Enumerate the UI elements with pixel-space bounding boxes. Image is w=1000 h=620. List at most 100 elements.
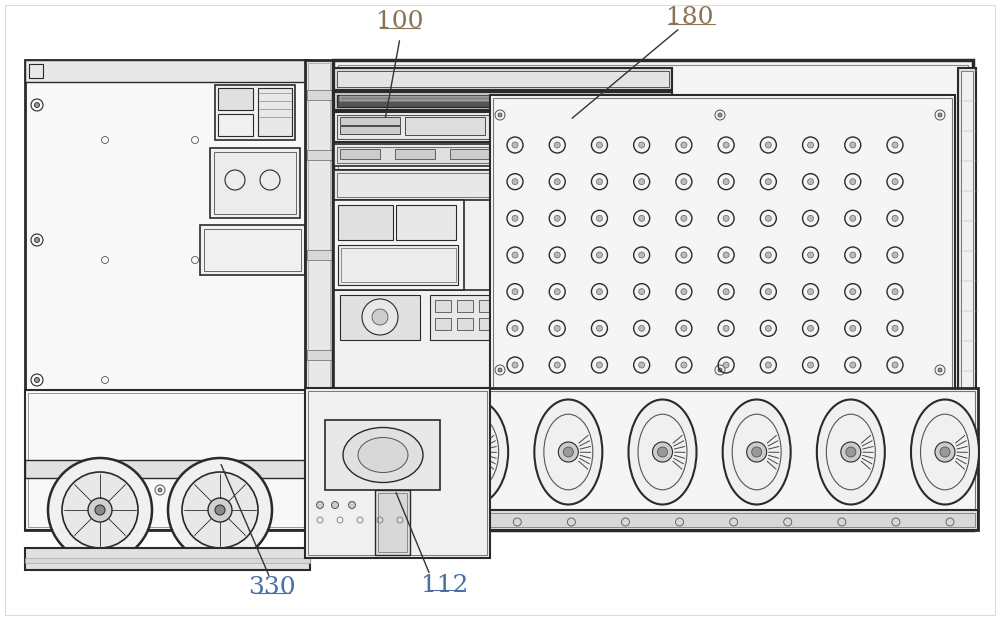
Circle shape: [892, 289, 898, 294]
Circle shape: [940, 447, 950, 457]
Circle shape: [554, 179, 560, 185]
Bar: [258, 88, 292, 136]
Bar: [337, 115, 617, 139]
Ellipse shape: [440, 399, 508, 505]
Circle shape: [95, 505, 105, 515]
Ellipse shape: [343, 428, 423, 482]
Circle shape: [554, 289, 560, 294]
Circle shape: [639, 215, 645, 221]
Bar: [333, 510, 978, 530]
Bar: [334, 144, 672, 166]
Circle shape: [765, 215, 771, 221]
Bar: [28, 393, 307, 527]
Bar: [25, 60, 310, 530]
Bar: [493, 98, 952, 392]
Circle shape: [892, 215, 898, 221]
Circle shape: [512, 289, 518, 294]
Circle shape: [639, 326, 645, 331]
Ellipse shape: [358, 438, 408, 472]
Bar: [25, 60, 310, 82]
Bar: [479, 300, 495, 312]
Circle shape: [512, 252, 518, 258]
Bar: [457, 300, 473, 312]
Text: 100: 100: [376, 11, 424, 33]
Circle shape: [723, 215, 729, 221]
Circle shape: [808, 289, 814, 294]
Circle shape: [658, 447, 668, 457]
Circle shape: [62, 472, 138, 548]
Bar: [337, 95, 669, 107]
Bar: [29, 64, 43, 78]
Circle shape: [639, 362, 645, 368]
Circle shape: [596, 215, 602, 221]
Circle shape: [892, 362, 898, 368]
Circle shape: [765, 142, 771, 148]
Circle shape: [850, 142, 856, 148]
Bar: [334, 170, 672, 200]
Circle shape: [681, 289, 687, 294]
Circle shape: [554, 362, 560, 368]
Bar: [307, 90, 333, 100]
Bar: [336, 513, 975, 527]
Circle shape: [892, 326, 898, 331]
Bar: [958, 68, 976, 530]
Bar: [334, 290, 674, 390]
Ellipse shape: [723, 399, 791, 505]
Circle shape: [596, 289, 602, 294]
Circle shape: [563, 447, 573, 457]
Circle shape: [512, 142, 518, 148]
Ellipse shape: [346, 399, 414, 505]
Circle shape: [723, 252, 729, 258]
Circle shape: [498, 368, 502, 372]
Circle shape: [850, 252, 856, 258]
Circle shape: [846, 447, 856, 457]
Circle shape: [512, 362, 518, 368]
Circle shape: [723, 289, 729, 294]
Bar: [338, 65, 968, 525]
Circle shape: [554, 142, 560, 148]
Ellipse shape: [911, 399, 979, 505]
Circle shape: [512, 326, 518, 331]
Circle shape: [375, 447, 385, 457]
Bar: [337, 71, 669, 87]
Bar: [337, 173, 669, 197]
Bar: [25, 548, 310, 570]
Circle shape: [681, 252, 687, 258]
Bar: [218, 88, 253, 110]
Circle shape: [372, 309, 388, 325]
Bar: [307, 250, 333, 260]
Circle shape: [747, 442, 767, 462]
Bar: [218, 114, 253, 136]
Bar: [337, 147, 669, 163]
Circle shape: [34, 378, 40, 383]
Circle shape: [362, 299, 398, 335]
Circle shape: [88, 498, 112, 522]
Circle shape: [765, 326, 771, 331]
Circle shape: [208, 498, 232, 522]
Bar: [340, 126, 400, 134]
Text: 180: 180: [666, 6, 714, 30]
Bar: [405, 117, 485, 135]
Circle shape: [639, 142, 645, 148]
Circle shape: [596, 179, 602, 185]
Bar: [338, 245, 458, 285]
Circle shape: [850, 179, 856, 185]
Circle shape: [892, 142, 898, 148]
Bar: [200, 225, 305, 275]
Circle shape: [681, 179, 687, 185]
Bar: [25, 390, 310, 530]
Circle shape: [718, 113, 722, 117]
Circle shape: [639, 289, 645, 294]
Circle shape: [316, 502, 324, 508]
Bar: [505, 149, 545, 159]
Ellipse shape: [629, 399, 696, 505]
Bar: [336, 391, 975, 527]
Bar: [340, 96, 665, 101]
Bar: [450, 149, 490, 159]
Circle shape: [639, 179, 645, 185]
Circle shape: [512, 215, 518, 221]
Bar: [307, 150, 333, 160]
Circle shape: [681, 362, 687, 368]
Circle shape: [215, 505, 225, 515]
Circle shape: [808, 362, 814, 368]
